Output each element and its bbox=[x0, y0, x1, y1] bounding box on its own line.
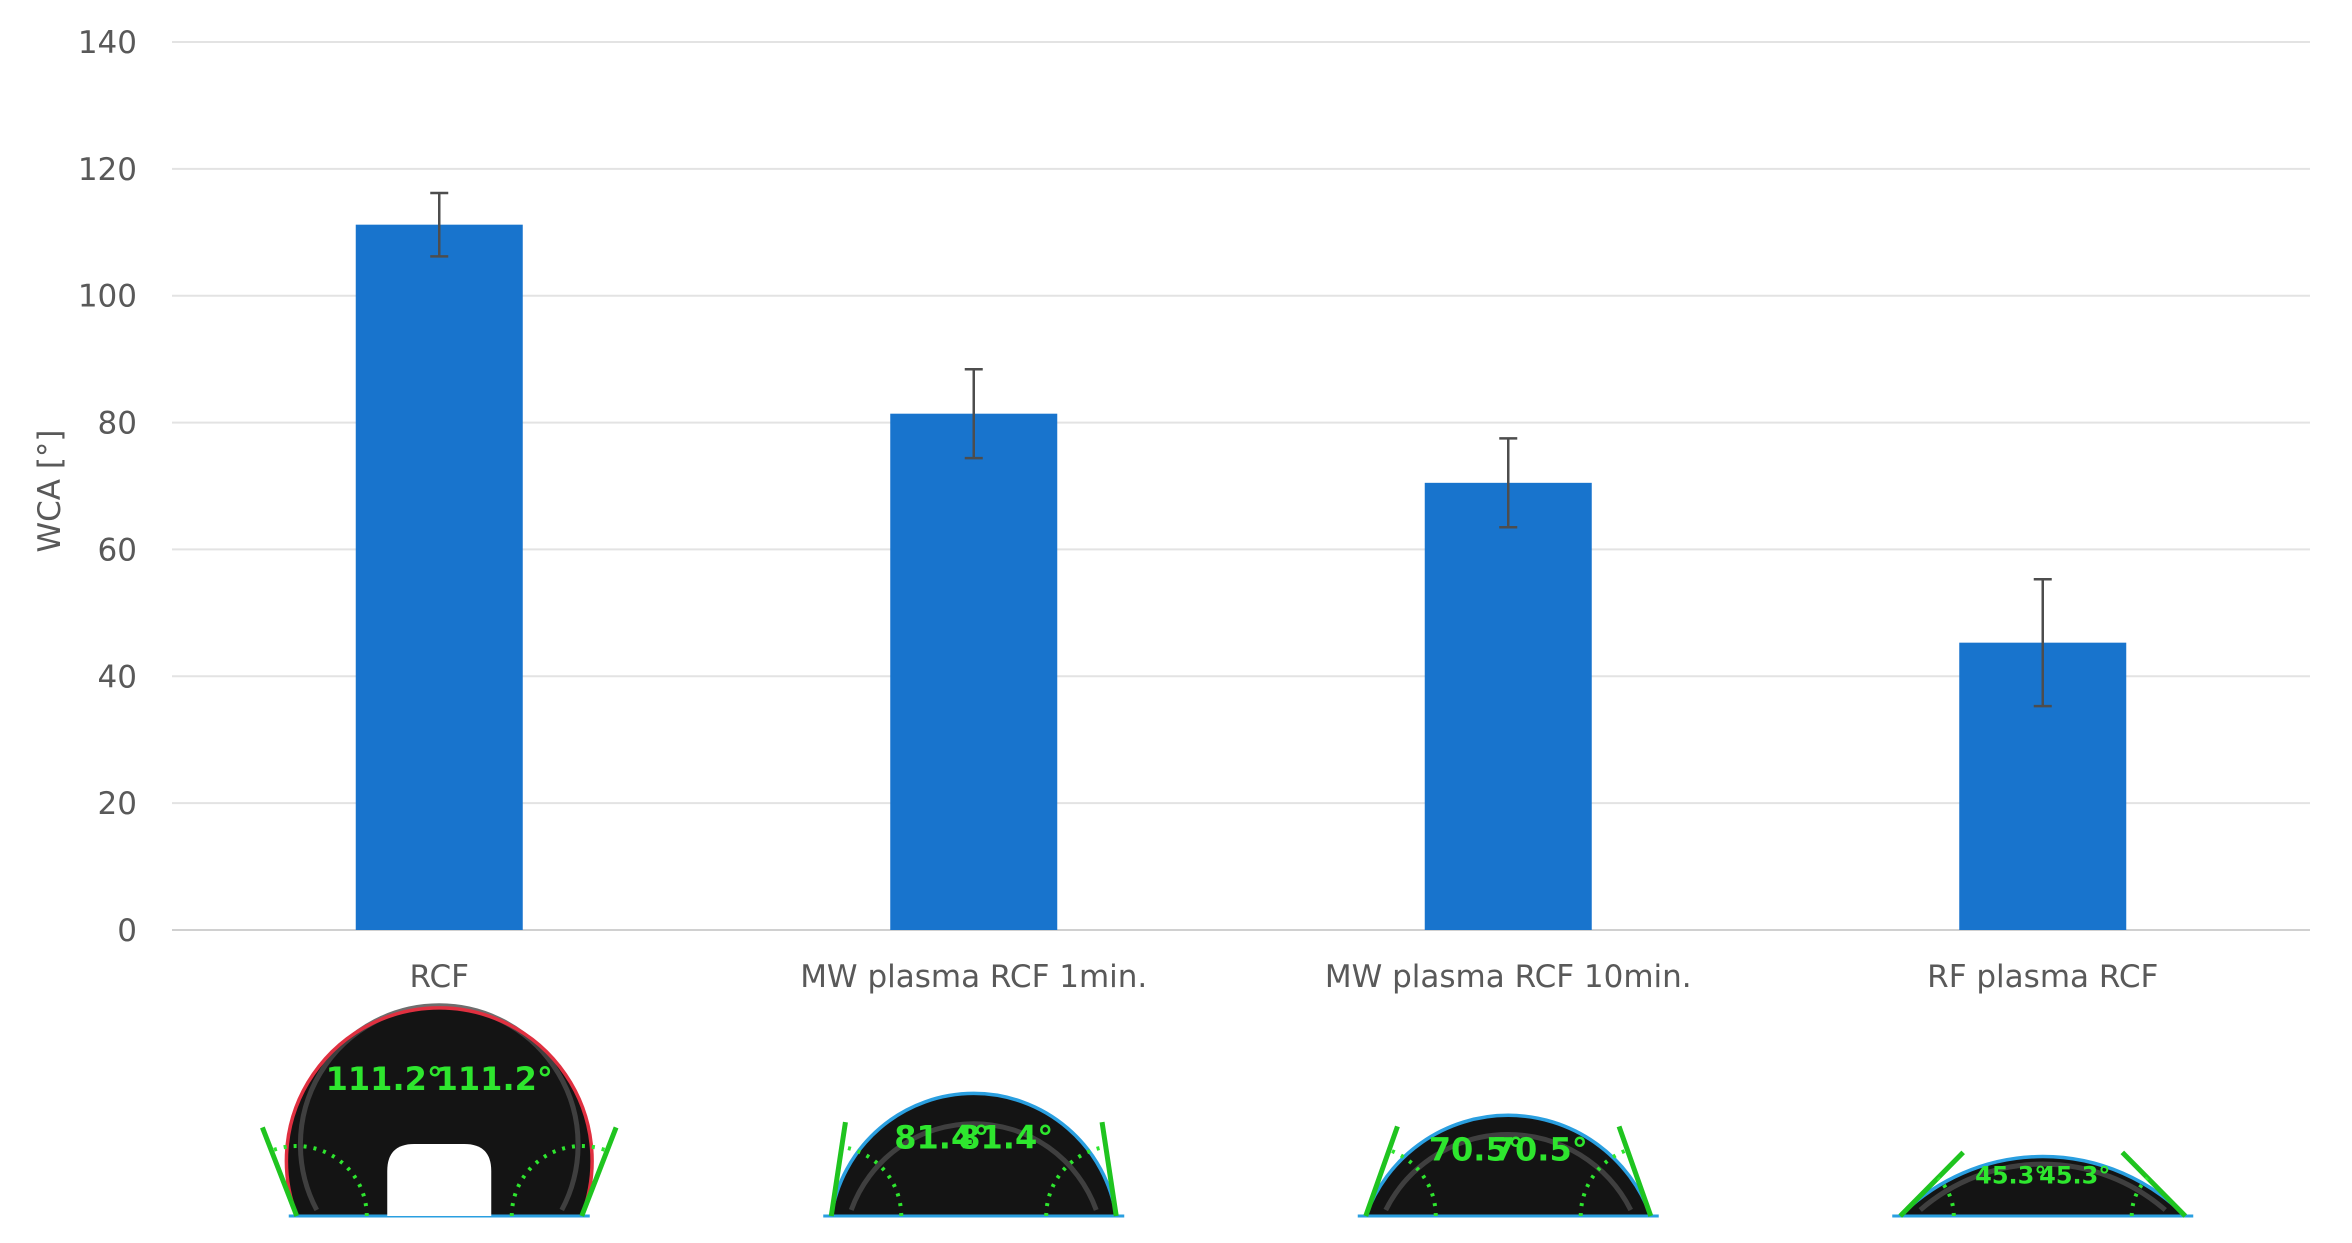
angle-arc-left bbox=[1936, 1176, 1956, 1217]
bar bbox=[1424, 482, 1592, 930]
y-tick-label: 60 bbox=[98, 532, 137, 568]
droplet-image: 70.5°70.5° bbox=[1357, 1113, 1659, 1218]
bars bbox=[355, 224, 2127, 931]
droplet-highlight bbox=[1383, 1132, 1633, 1212]
droplet-body bbox=[831, 1093, 1117, 1216]
angle-label-right: 70.5° bbox=[1493, 1131, 1588, 1169]
droplet-image: 81.4°81.4° bbox=[823, 1091, 1125, 1218]
error-bar bbox=[964, 368, 983, 460]
angle-label-right: 45.3° bbox=[2039, 1161, 2110, 1189]
category-label: RCF bbox=[410, 959, 469, 995]
angle-arc-right bbox=[2129, 1176, 2150, 1217]
angle-label-right: 111.2° bbox=[436, 1060, 553, 1098]
angle-label-left: 81.4° bbox=[894, 1119, 989, 1157]
y-tick-label: 20 bbox=[98, 786, 137, 822]
tangent-line-left bbox=[260, 1126, 300, 1217]
tangent-line-right bbox=[1099, 1121, 1119, 1217]
droplet-fit-outline bbox=[284, 1006, 594, 1217]
droplet-images: 111.2°111.2° 81.4°81.4° 70.5°70.5° 45.3°45.… bbox=[260, 1003, 2194, 1218]
y-axis-title: WCA [°] bbox=[32, 429, 68, 552]
angle-arc-right bbox=[1044, 1144, 1107, 1217]
category-labels: RCF MW plasma RCF 1min. MW plasma RCF 10mi… bbox=[410, 959, 2159, 995]
category-label: RF plasma RCF bbox=[1927, 959, 2158, 995]
droplet-opening bbox=[387, 1144, 492, 1216]
angle-label-left: 111.2° bbox=[326, 1060, 443, 1098]
droplet-image: 111.2°111.2° bbox=[260, 1003, 619, 1218]
error-bar bbox=[2033, 577, 2052, 708]
angle-label-left: 70.5° bbox=[1429, 1131, 1524, 1169]
y-tick-label: 80 bbox=[98, 406, 137, 442]
droplet-fit-outline bbox=[1899, 1154, 2187, 1218]
y-tick-label: 40 bbox=[98, 659, 137, 695]
bar bbox=[355, 224, 523, 930]
droplet-body bbox=[286, 1007, 593, 1216]
category-label: MW plasma RCF 1min. bbox=[800, 959, 1147, 995]
droplet-fit-outline bbox=[829, 1091, 1118, 1217]
category-label: MW plasma RCF 10min. bbox=[1325, 959, 1692, 995]
y-tick-label: 100 bbox=[78, 279, 137, 315]
tangent-line-left bbox=[1363, 1125, 1400, 1217]
angle-label-right: 81.4° bbox=[958, 1119, 1053, 1157]
droplet-highlight bbox=[848, 1121, 1099, 1211]
error-bar bbox=[1499, 437, 1518, 529]
droplet-image: 45.3°45.3° bbox=[1892, 1150, 2194, 1218]
droplet-highlight bbox=[1918, 1161, 2167, 1212]
y-tick-labels: 0 20 40 60 80 100 120 140 bbox=[78, 25, 137, 949]
y-tick-label: 0 bbox=[117, 913, 137, 949]
y-tick-label: 140 bbox=[78, 25, 137, 61]
tangent-line-right bbox=[1616, 1125, 1654, 1217]
bar bbox=[890, 413, 1058, 931]
tangent-line-left bbox=[828, 1121, 848, 1217]
angle-arc-left bbox=[841, 1144, 904, 1217]
tangent-line-left bbox=[1898, 1150, 1965, 1218]
error-bar bbox=[430, 191, 449, 258]
droplet-fit-outline bbox=[1364, 1113, 1653, 1217]
error-bars bbox=[430, 191, 2052, 708]
droplet-body bbox=[1365, 1115, 1651, 1216]
droplet-highlight bbox=[297, 1003, 581, 1212]
angle-label-left: 45.3° bbox=[1975, 1161, 2046, 1189]
gridlines bbox=[172, 41, 2310, 931]
y-tick-label: 120 bbox=[78, 152, 137, 188]
tangent-line-right bbox=[2120, 1150, 2188, 1218]
tangent-line-right bbox=[579, 1126, 619, 1217]
